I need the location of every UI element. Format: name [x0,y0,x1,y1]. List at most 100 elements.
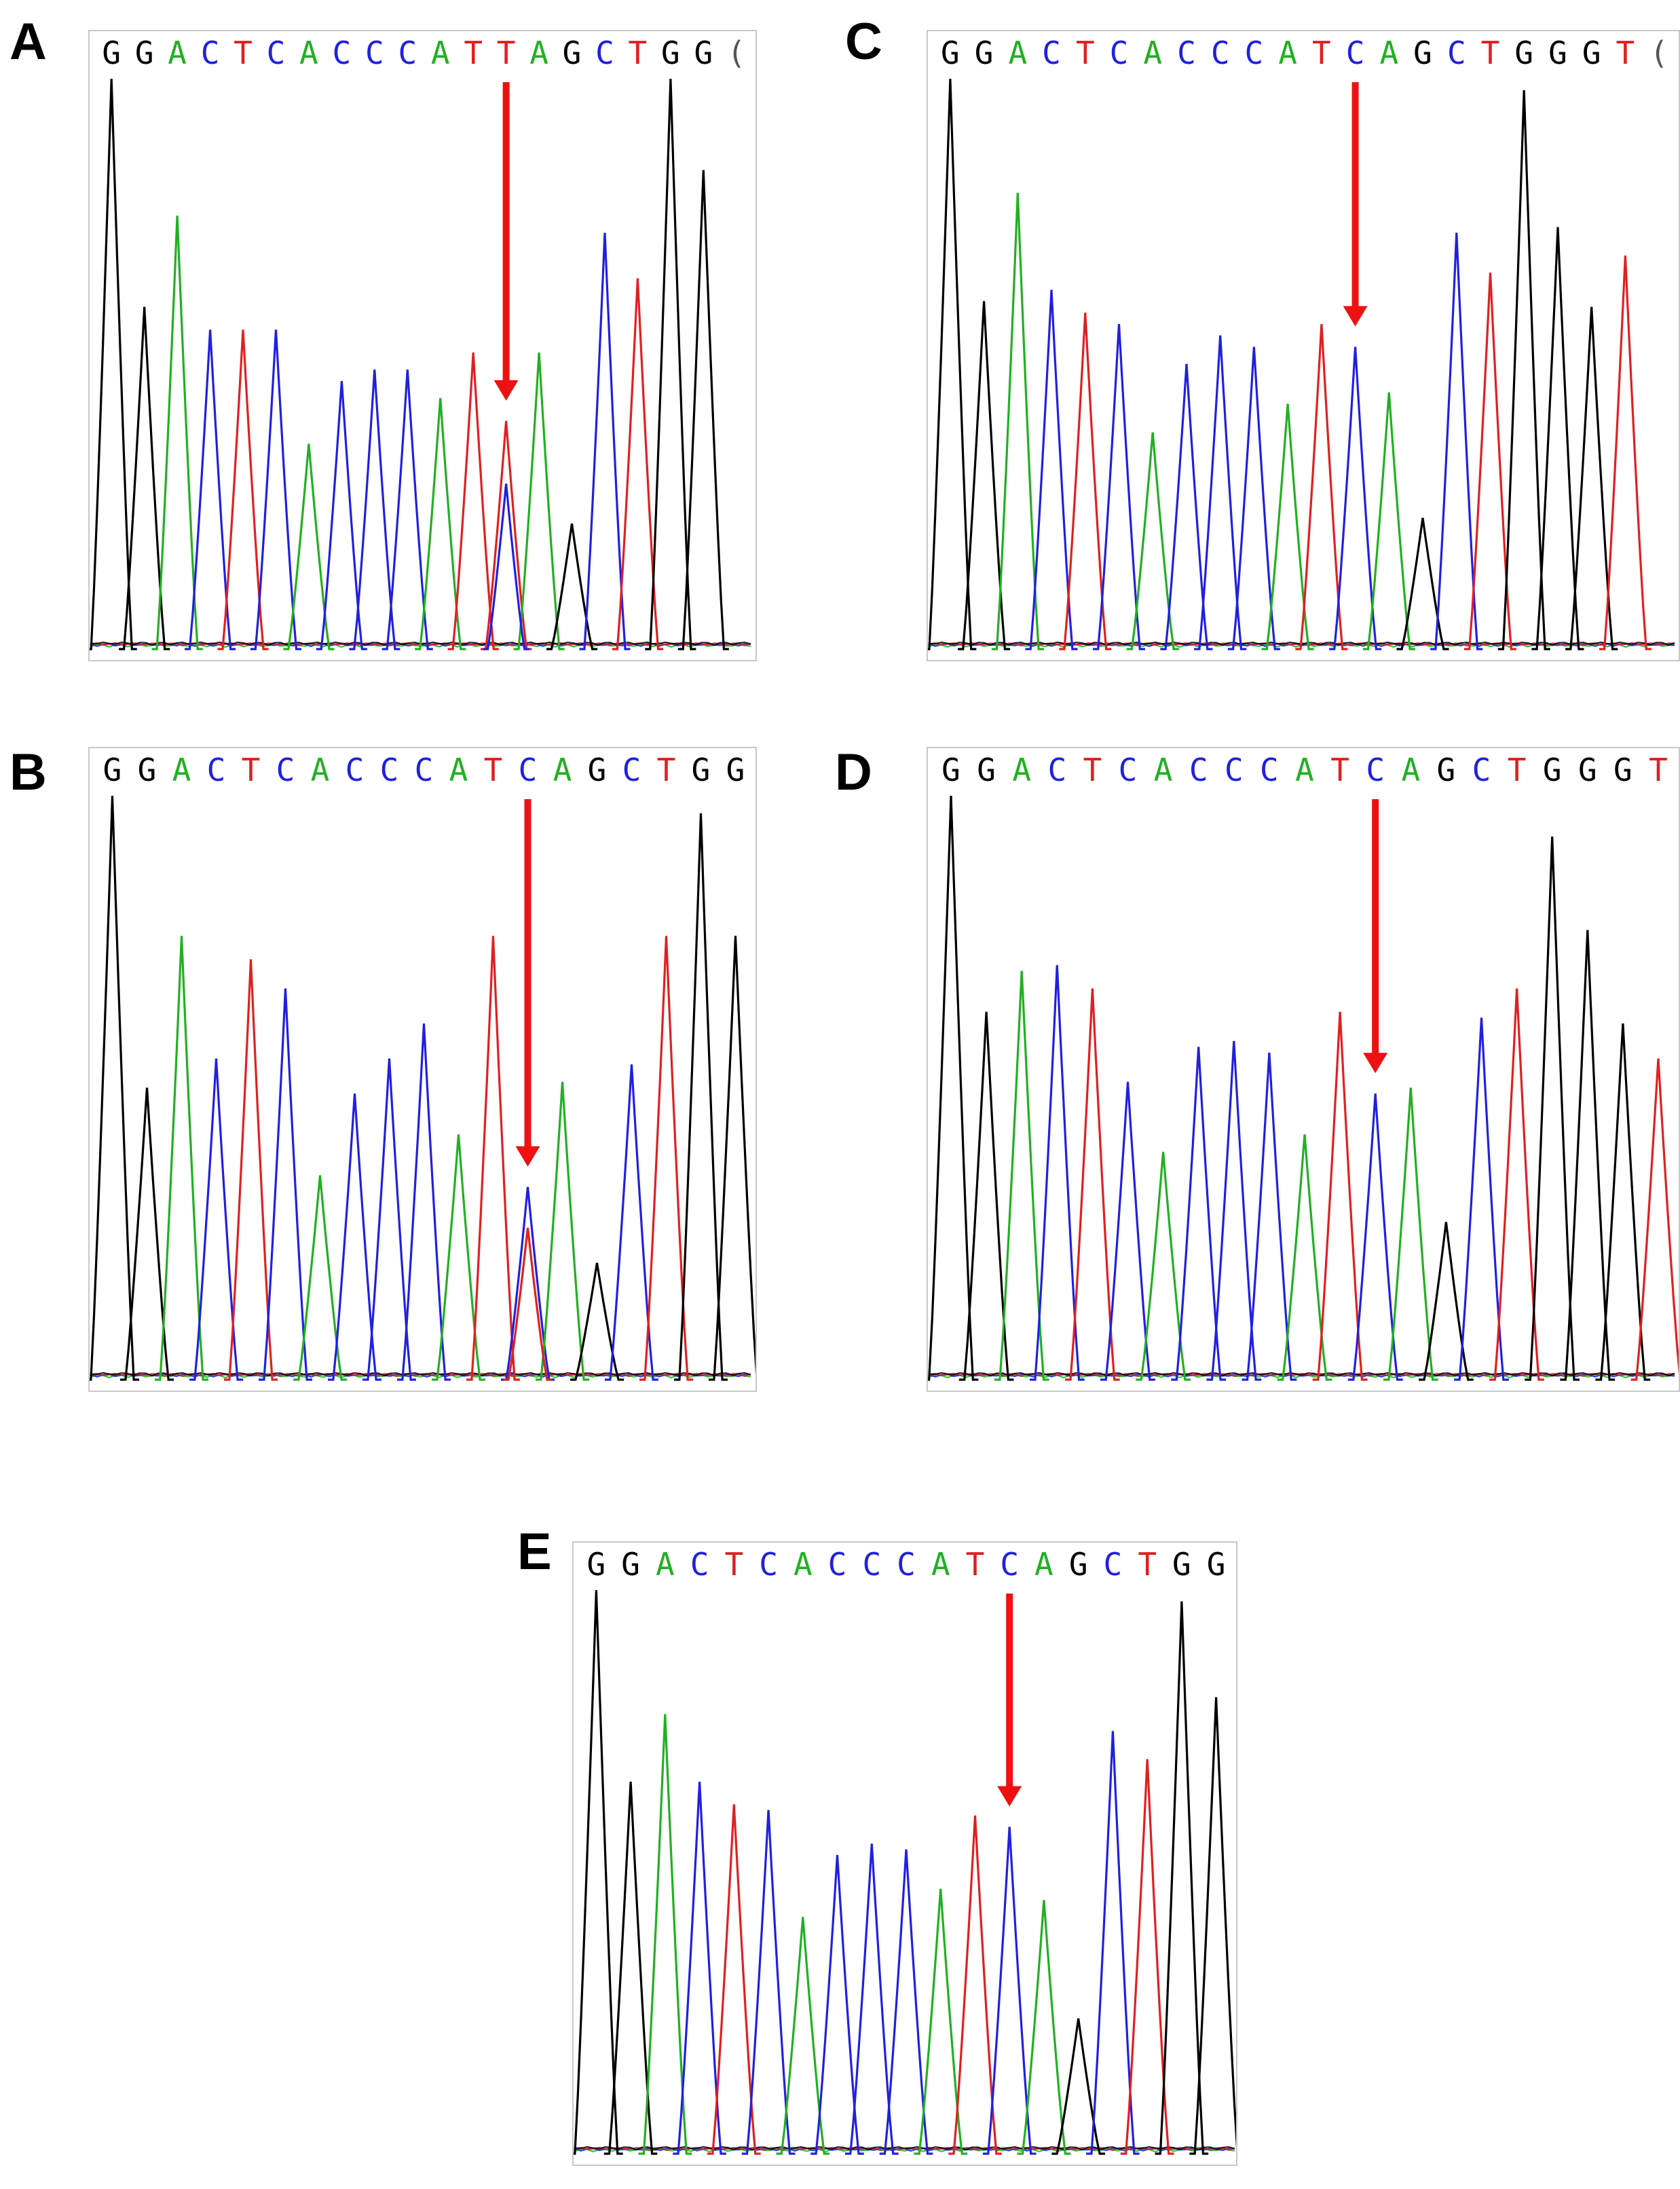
trace-peak-G [1189,1697,1236,2155]
trace-peak-C [1347,1093,1403,1381]
base-call-letter: G [941,35,960,71]
trace-peak-C [1194,335,1247,650]
base-call-letter: A [311,752,330,788]
base-call-letter: A [1154,752,1173,788]
trace-peak-A [638,1714,692,2155]
trace-peak-A [1126,432,1179,650]
trace-peak-C [879,1849,933,2155]
base-call-letter: T [234,35,253,71]
trace-peak-T [1120,1759,1174,2155]
base-call-letter: C [1245,35,1264,71]
trace-peak-G [1565,306,1618,650]
base-call-letter: C [267,35,286,71]
trace-peak-T [466,936,520,1381]
base-call-letter: G [1514,35,1533,71]
base-call-letter: A [1008,35,1027,71]
base-call-letter: T [1076,35,1095,71]
trace-peak-T [1489,988,1544,1381]
base-call-letter: C [690,1546,709,1583]
trace-peak-C [579,232,631,650]
trace-peak-C [673,1782,726,2155]
base-call-letter: C [1110,35,1129,71]
trace-peak-G [1595,1023,1651,1381]
trace-peak-G [677,170,729,650]
base-call-letter: C [365,35,384,71]
trace-peak-A [283,443,335,650]
base-call-letter: G [1437,752,1456,788]
trace-peak-G [1155,1601,1209,2155]
trace-peak-G [928,78,977,650]
trace-peak-A [151,215,203,650]
base-call-letter: C [1260,752,1279,788]
base-call-letter: C [759,1546,778,1583]
base-call-letter: G [692,752,711,788]
trace-peak-C [1171,1046,1227,1381]
trace-peak-G [958,1012,1014,1381]
base-call-letter: A [1278,35,1297,71]
panel-label-a: A [10,13,47,71]
trace-peak-G [1051,2018,1105,2155]
secondary-peak-T [503,1228,553,1381]
trace-peak-C [1227,346,1280,650]
base-call-letter: C [1225,752,1244,788]
trace-peak-T [948,1815,1002,2155]
trace-peak-A [1136,1152,1191,1381]
trace-peak-G [1396,517,1449,650]
baseline-noise-trace [928,1372,1675,1377]
base-call-letter: G [103,752,122,788]
chromatogram-svg: G G A C T C A C C C A T T A G C T G G( [90,35,751,650]
trace-peak-A [155,936,208,1381]
base-call-letter: C [1366,752,1385,788]
base-call-letter: G [1413,35,1432,71]
trace-peak-C [1242,1052,1297,1381]
trace-peak-G [1525,836,1580,1381]
trace-peak-T [447,352,499,650]
trace-peak-C [1430,232,1483,650]
base-call-letter: C [595,35,614,71]
trace-peak-C [1030,965,1085,1381]
base-call-letter: T [1616,35,1635,71]
mutation-arrow-head [1343,306,1368,327]
mutation-arrow-head [493,380,519,401]
trace-peak-T [707,1804,761,2155]
base-call-letter: T [497,35,516,71]
base-call-letter: A [172,752,191,788]
base-call-letter: C [1042,35,1061,71]
base-call-letter: G [941,752,960,788]
base-call-letter: C [1000,1546,1019,1583]
trace-peak-C [316,381,367,650]
trace-peak-C [362,1058,416,1381]
base-call-letter: C [1119,752,1138,788]
trace-peak-T [1599,255,1651,650]
trace-peak-G [958,301,1011,650]
trace-peak-G [603,1782,658,2155]
baseline-noise-trace [90,641,751,646]
trace-peak-A [432,1134,485,1381]
trace-peak-T [1065,988,1120,1381]
panel-label-c: C [845,13,882,71]
base-call-letter: G [1172,1546,1191,1583]
baseline-noise-trace [574,2146,1235,2151]
base-call-letter: A [449,752,468,788]
base-call-letter: G [587,1546,606,1583]
base-call-letter: ( [727,35,746,71]
trace-peak-C [982,1826,1037,2155]
trace-peak-C [741,1809,796,2155]
base-call-letter: G [1548,35,1567,71]
trace-peak-G [546,523,598,650]
base-call-letter: G [977,752,996,788]
trace-peak-G [674,813,728,1381]
trace-peak-A [914,1888,968,2155]
trace-peak-C [1025,289,1078,650]
base-call-letter: G [588,752,607,788]
base-call-letter: T [1312,35,1331,71]
trace-peak-C [1160,363,1213,650]
base-call-letter: G [1543,752,1562,788]
base-call-letter: C [1047,752,1066,788]
chromatogram-panel-c: G G A C T C A C C C A T C A G C T G G G T( [927,30,1680,661]
trace-peak-T [1464,272,1516,650]
